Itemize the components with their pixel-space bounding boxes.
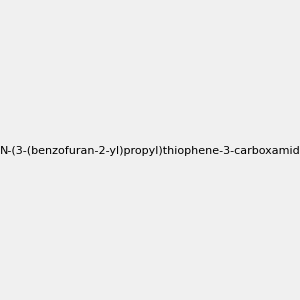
Text: N-(3-(benzofuran-2-yl)propyl)thiophene-3-carboxamide: N-(3-(benzofuran-2-yl)propyl)thiophene-3… bbox=[0, 146, 300, 157]
